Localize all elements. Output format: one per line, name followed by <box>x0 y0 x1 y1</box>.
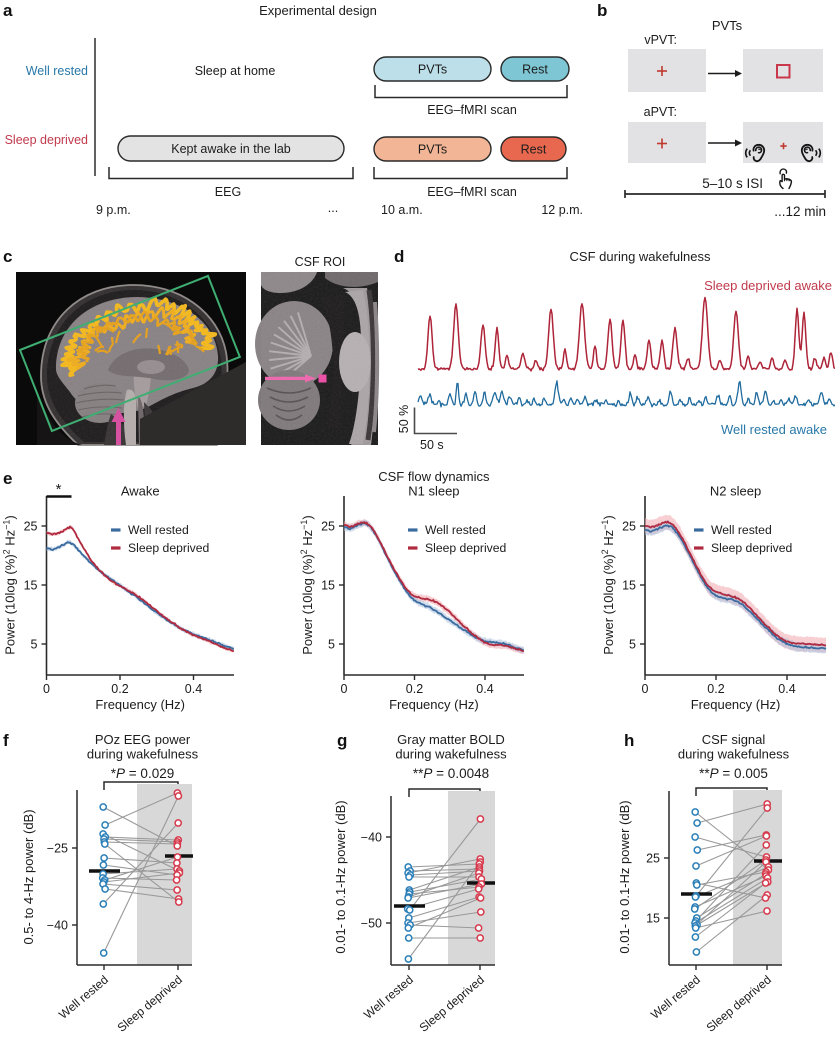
svg-text:5: 5 <box>629 638 636 652</box>
svg-text:Well rested: Well rested <box>26 64 88 78</box>
svg-text:Well rested: Well rested <box>128 523 189 537</box>
svg-text:EEG–fMRI scan: EEG–fMRI scan <box>427 185 517 199</box>
svg-text:EEG–fMRI scan: EEG–fMRI scan <box>427 103 517 117</box>
svg-text:Frequency (Hz): Frequency (Hz) <box>95 697 185 712</box>
svg-text:...: ... <box>328 201 338 215</box>
svg-text:0.4: 0.4 <box>185 682 202 696</box>
svg-text:0.2: 0.2 <box>406 682 423 696</box>
svg-text:5: 5 <box>328 638 335 652</box>
svg-text:**P = 0.0048: **P = 0.0048 <box>413 766 489 781</box>
svg-text:c: c <box>3 247 12 266</box>
svg-text:Experimental design: Experimental design <box>259 3 377 18</box>
svg-text:Frequency (Hz): Frequency (Hz) <box>389 697 479 712</box>
svg-text:25: 25 <box>321 520 335 534</box>
svg-text:CSF ROI: CSF ROI <box>295 255 346 269</box>
svg-text:N1 sleep: N1 sleep <box>408 484 459 499</box>
svg-text:0.5- to 4-Hz power (dB): 0.5- to 4-Hz power (dB) <box>21 809 36 944</box>
svg-text:d: d <box>394 247 404 266</box>
svg-text:during wakefulness: during wakefulness <box>395 747 507 762</box>
svg-text:Well rested: Well rested <box>361 973 416 1022</box>
svg-text:EEG: EEG <box>215 185 241 199</box>
svg-text:e: e <box>3 469 12 488</box>
svg-text:15: 15 <box>321 579 335 593</box>
svg-text:g: g <box>337 731 347 750</box>
svg-text:Sleep deprived: Sleep deprived <box>704 973 774 1035</box>
svg-text:0: 0 <box>341 682 348 696</box>
svg-text:Kept awake in the lab: Kept awake in the lab <box>171 142 291 156</box>
svg-text:Sleep deprived awake: Sleep deprived awake <box>704 278 832 293</box>
svg-text:*P = 0.029: *P = 0.029 <box>111 766 174 781</box>
svg-text:Sleep deprived: Sleep deprived <box>711 541 792 555</box>
svg-text:h: h <box>624 731 634 750</box>
svg-text:9 p.m.: 9 p.m. <box>96 203 131 217</box>
svg-text:PVTs: PVTs <box>418 143 447 157</box>
svg-text:PVTs: PVTs <box>712 18 743 33</box>
svg-text:Rest: Rest <box>521 143 547 157</box>
svg-text:Power (10log (%)2 Hz−1): Power (10log (%)2 Hz−1) <box>299 515 315 655</box>
svg-text:−40: −40 <box>47 919 68 933</box>
svg-text:during wakefulness: during wakefulness <box>678 747 790 762</box>
svg-text:0.4: 0.4 <box>778 682 795 696</box>
svg-text:0.2: 0.2 <box>707 682 724 696</box>
svg-text:CSF flow dynamics: CSF flow dynamics <box>378 469 490 484</box>
svg-text:Frequency (Hz): Frequency (Hz) <box>691 697 781 712</box>
svg-text:Awake: Awake <box>121 484 160 499</box>
svg-text:−25: −25 <box>47 842 68 856</box>
svg-text:50 %: 50 % <box>397 405 411 434</box>
svg-text:Sleep deprived: Sleep deprived <box>115 973 185 1035</box>
svg-text:**P = 0.005: **P = 0.005 <box>699 766 768 781</box>
svg-text:during wakefulness: during wakefulness <box>87 747 199 762</box>
svg-text:10 a.m.: 10 a.m. <box>381 203 423 217</box>
svg-text:Well rested: Well rested <box>648 973 703 1022</box>
svg-text:N2 sleep: N2 sleep <box>710 484 761 499</box>
svg-text:0: 0 <box>642 682 649 696</box>
svg-text:5–10 s ISI: 5–10 s ISI <box>702 176 763 191</box>
svg-text:aPVT:: aPVT: <box>644 105 677 119</box>
svg-text:12 p.m.: 12 p.m. <box>541 203 583 217</box>
svg-text:Well rested: Well rested <box>425 523 486 537</box>
svg-text:−50: −50 <box>361 917 382 931</box>
svg-text:25: 25 <box>24 520 38 534</box>
svg-text:Gray matter BOLD: Gray matter BOLD <box>397 732 505 747</box>
svg-text:a: a <box>3 1 13 20</box>
svg-text:PVTs: PVTs <box>418 63 447 77</box>
svg-text:15: 15 <box>646 912 660 926</box>
svg-text:0: 0 <box>43 682 50 696</box>
svg-text:15: 15 <box>24 579 38 593</box>
svg-text:25: 25 <box>622 520 636 534</box>
svg-text:b: b <box>597 1 607 20</box>
svg-text:*: * <box>56 481 62 498</box>
svg-text:Power (10log (%)2 Hz−1): Power (10log (%)2 Hz−1) <box>2 515 18 655</box>
svg-text:5: 5 <box>31 638 38 652</box>
svg-text:0.4: 0.4 <box>476 682 493 696</box>
svg-text:0.2: 0.2 <box>111 682 128 696</box>
svg-text:−40: −40 <box>361 831 382 845</box>
svg-text:Well rested awake: Well rested awake <box>721 422 827 437</box>
svg-text:...12 min: ...12 min <box>774 204 826 219</box>
svg-text:CSF signal: CSF signal <box>702 732 766 747</box>
svg-text:0.01- to 0.1-Hz power (dB): 0.01- to 0.1-Hz power (dB) <box>333 800 348 953</box>
svg-text:Sleep deprived: Sleep deprived <box>128 541 209 555</box>
svg-text:Sleep deprived: Sleep deprived <box>417 973 487 1035</box>
svg-text:0.01- to 0.1-Hz power (dB): 0.01- to 0.1-Hz power (dB) <box>617 800 632 953</box>
svg-text:POz EEG power: POz EEG power <box>95 732 191 747</box>
svg-text:Power (10log (%)2 Hz−1): Power (10log (%)2 Hz−1) <box>600 515 616 655</box>
svg-text:25: 25 <box>646 852 660 866</box>
svg-text:Sleep deprived: Sleep deprived <box>425 541 506 555</box>
svg-text:f: f <box>3 731 9 750</box>
svg-text:CSF during wakefulness: CSF during wakefulness <box>570 249 711 264</box>
svg-text:Well rested: Well rested <box>711 523 772 537</box>
svg-text:Sleep deprived: Sleep deprived <box>5 133 88 147</box>
svg-text:vPVT:: vPVT: <box>644 33 677 47</box>
svg-text:15: 15 <box>622 579 636 593</box>
svg-text:Rest: Rest <box>522 63 548 77</box>
svg-text:Well rested: Well rested <box>56 973 111 1022</box>
svg-text:Sleep at home: Sleep at home <box>195 64 276 78</box>
svg-text:50 s: 50 s <box>420 438 444 452</box>
